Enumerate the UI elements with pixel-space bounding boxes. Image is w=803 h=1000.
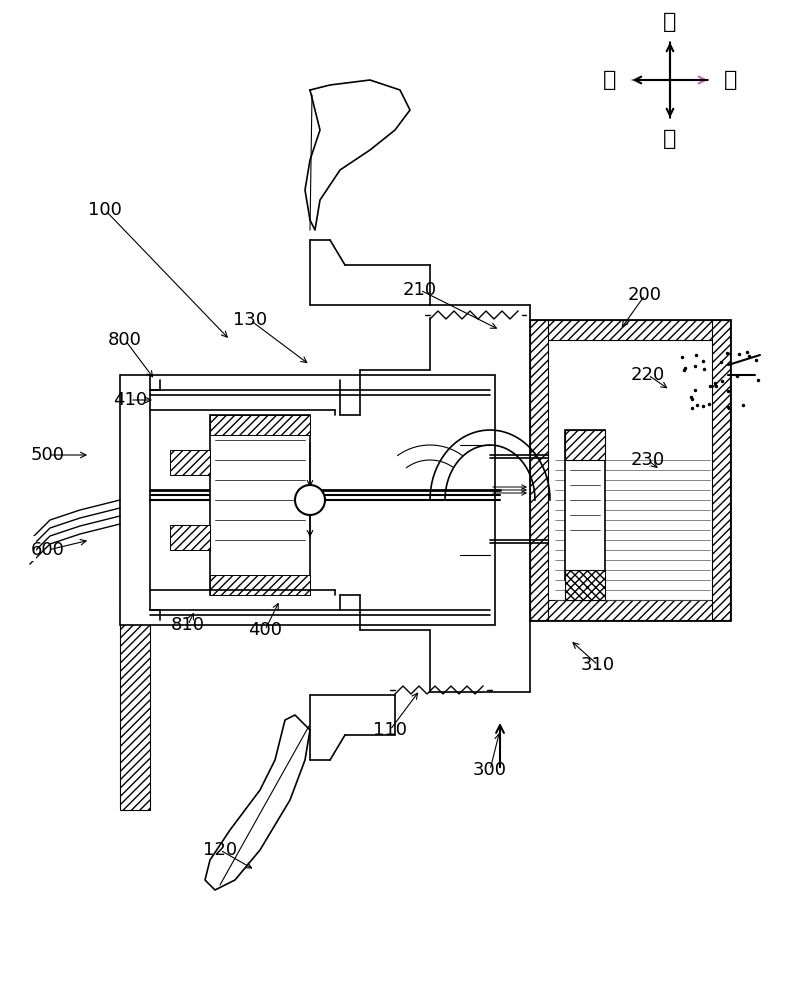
Text: 230: 230 [630,451,664,469]
Bar [565,430,604,460]
Bar [25,544,35,552]
Text: 130: 130 [233,311,267,329]
Bar [529,600,729,620]
Bar [120,375,495,625]
Bar [120,375,150,575]
Bar [711,320,729,620]
Text: 600: 600 [31,541,65,559]
Bar [120,610,150,810]
Polygon shape [205,715,310,890]
Text: 右: 右 [723,70,736,90]
Bar [25,552,35,560]
Text: 810: 810 [171,616,205,634]
Text: 310: 310 [581,656,614,674]
Text: 200: 200 [627,286,661,304]
Bar [529,320,548,620]
Bar [150,590,335,615]
Text: 210: 210 [402,281,437,299]
Text: 100: 100 [88,201,122,219]
Bar [169,525,210,550]
Text: 110: 110 [373,721,406,739]
Bar [529,320,729,620]
Bar [565,570,604,600]
Text: 左: 左 [602,70,615,90]
Text: 下: 下 [662,129,676,149]
Text: 500: 500 [31,446,65,464]
Bar [210,415,310,595]
Bar [150,375,335,405]
Bar [25,536,35,544]
Bar [210,415,310,435]
Text: 120: 120 [202,841,237,859]
Text: 220: 220 [630,366,664,384]
Text: 上: 上 [662,12,676,32]
Bar [169,450,210,475]
Text: 800: 800 [108,331,142,349]
Polygon shape [304,80,410,230]
Text: 400: 400 [247,621,282,639]
Bar [565,430,604,580]
Text: 410: 410 [112,391,147,409]
Circle shape [295,485,324,515]
Text: 300: 300 [472,761,507,779]
Bar [529,320,729,340]
Bar [210,575,310,595]
